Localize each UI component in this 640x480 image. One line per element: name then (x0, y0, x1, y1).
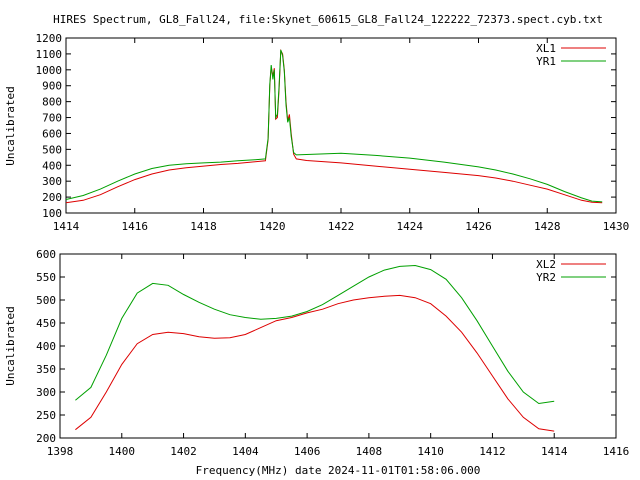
x-tick-label: 1412 (479, 445, 506, 458)
y-tick-label: 500 (42, 143, 62, 156)
top-panel: Uncalibrated 1414 1416 1418 1420 1422 1424 142… (4, 32, 629, 233)
y-tick-label: 700 (42, 112, 62, 125)
x-tick-label: 1404 (232, 445, 259, 458)
x-tick-label: 1406 (294, 445, 321, 458)
x-tick-label: 1414 (541, 445, 568, 458)
y-tick-label: 1100 (36, 48, 63, 61)
x-tick-label: 1416 (603, 445, 630, 458)
figure-title: HIRES Spectrum, GL8_Fall24, file:Skynet_… (53, 13, 603, 26)
x-tick-label: 1398 (47, 445, 74, 458)
y-tick-label: 500 (36, 294, 56, 307)
bottom-x-axis-label: Frequency(MHz) date 2024-11-01T01:58:06.… (196, 464, 481, 477)
x-tick-label: 1408 (356, 445, 383, 458)
x-tick-label: 1414 (53, 220, 80, 233)
x-tick-label: 1424 (397, 220, 424, 233)
series-line-xl2 (75, 294, 555, 432)
y-tick-label: 600 (42, 127, 62, 140)
x-tick-label: 1418 (190, 220, 217, 233)
x-tick-label: 1420 (259, 220, 286, 233)
y-tick-label: 100 (42, 207, 62, 220)
top-y-axis-label: Uncalibrated (4, 86, 17, 165)
bottom-y-axis-label: Uncalibrated (4, 306, 17, 385)
series-line-yr2 (75, 264, 555, 405)
legend-label: YR1 (536, 55, 556, 68)
x-tick-label: 1402 (170, 445, 197, 458)
y-tick-label: 600 (36, 248, 56, 261)
y-tick-label: 1200 (36, 32, 63, 45)
y-tick-label: 450 (36, 317, 56, 330)
x-tick-label: 1416 (122, 220, 149, 233)
y-tick-label: 200 (42, 191, 62, 204)
y-tick-label: 300 (42, 175, 62, 188)
legend-label: XL2 (536, 258, 556, 271)
x-tick-label: 1430 (603, 220, 630, 233)
y-tick-label: 300 (36, 386, 56, 399)
y-tick-label: 400 (42, 159, 62, 172)
series-line-yr1 (65, 49, 603, 203)
y-tick-label: 400 (36, 340, 56, 353)
x-tick-label: 1422 (328, 220, 355, 233)
legend-label: XL1 (536, 42, 556, 55)
legend-label: YR2 (536, 271, 556, 284)
bottom-panel: Uncalibrated Frequency(MHz) date 2024-11… (4, 248, 629, 477)
y-tick-label: 1000 (36, 64, 63, 77)
x-tick-label: 1410 (417, 445, 444, 458)
y-tick-label: 350 (36, 363, 56, 376)
x-tick-label: 1426 (465, 220, 492, 233)
x-tick-label: 1400 (109, 445, 136, 458)
y-tick-label: 800 (42, 96, 62, 109)
y-tick-label: 550 (36, 271, 56, 284)
series-line-xl1 (65, 48, 603, 204)
y-tick-label: 250 (36, 409, 56, 422)
y-tick-label: 900 (42, 80, 62, 93)
top-plot-frame (65, 37, 617, 214)
bottom-plot-frame (59, 253, 617, 439)
x-tick-label: 1428 (534, 220, 561, 233)
y-tick-label: 200 (36, 432, 56, 445)
